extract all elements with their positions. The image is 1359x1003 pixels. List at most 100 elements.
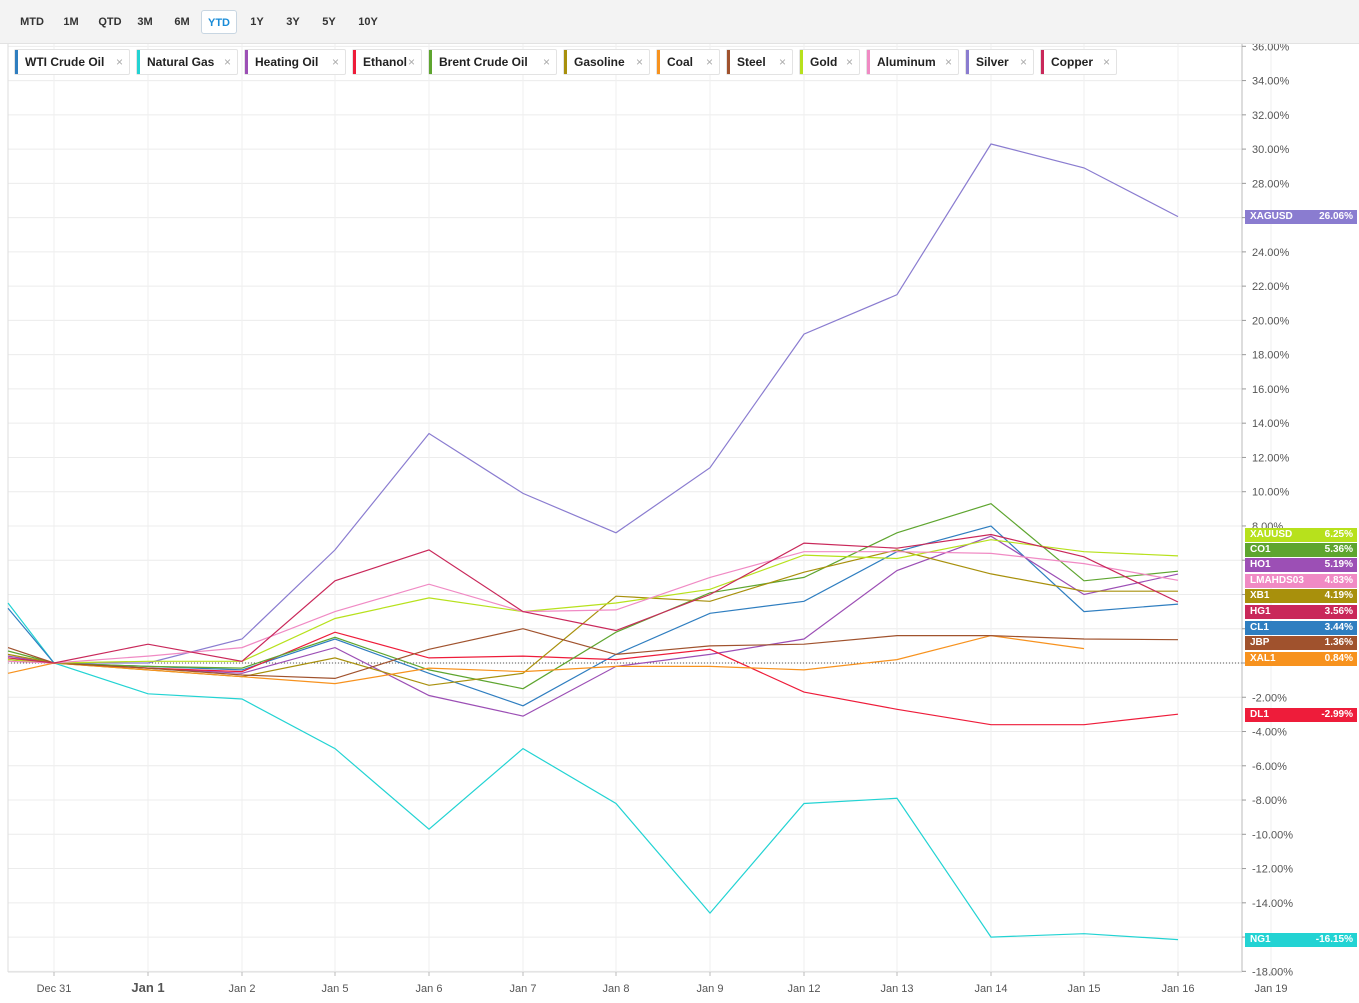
- series-line-natural-gas[interactable]: [7, 602, 1179, 941]
- end-tag-value: 3.56%: [1324, 606, 1353, 618]
- close-icon[interactable]: ×: [778, 55, 786, 69]
- end-tag-code: LMAHDS03: [1250, 574, 1304, 586]
- legend-chip-wti-crude-oil[interactable]: WTI Crude Oil ×: [14, 49, 130, 75]
- x-tick-label: Jan 2: [229, 983, 256, 995]
- range-button-6m[interactable]: 6M: [174, 16, 190, 28]
- x-tick-label: Jan 12: [787, 983, 820, 995]
- end-tag-co1: CO1 5.36%: [1245, 542, 1357, 557]
- legend-label: Ethanol: [363, 55, 407, 69]
- legend-chip-ethanol[interactable]: Ethanol ×: [352, 49, 422, 75]
- end-tag-code: DL1: [1250, 709, 1269, 721]
- end-tag-code: XAGUSD: [1250, 210, 1293, 222]
- end-tag-code: NG1: [1250, 933, 1271, 945]
- end-tag-xagusd: XAGUSD 26.06%: [1245, 209, 1357, 224]
- y-tick-label: 32.00%: [1252, 110, 1290, 122]
- end-tag-value: 5.36%: [1324, 543, 1353, 555]
- x-tick-label: Jan 19: [1254, 983, 1287, 995]
- close-icon[interactable]: ×: [223, 55, 231, 69]
- end-tag-value: 0.84%: [1324, 652, 1353, 664]
- close-icon[interactable]: ×: [1019, 55, 1027, 69]
- series-line-silver[interactable]: [7, 143, 1179, 664]
- legend-chip-heating-oil[interactable]: Heating Oil ×: [244, 49, 346, 75]
- legend: WTI Crude Oil × Natural Gas × Heating Oil × Et…: [14, 49, 1234, 75]
- legend-chip-steel[interactable]: Steel ×: [726, 49, 793, 75]
- series-line-coal[interactable]: [7, 634, 1085, 685]
- y-tick-label: 24.00%: [1252, 247, 1290, 259]
- legend-chip-copper[interactable]: Copper ×: [1040, 49, 1117, 75]
- legend-chip-coal[interactable]: Coal ×: [656, 49, 720, 75]
- line-chart[interactable]: 36.00%34.00%32.00%30.00%28.00%26.00%24.0…: [0, 44, 1359, 1003]
- range-button-qtd[interactable]: QTD: [98, 16, 122, 28]
- range-button-1m[interactable]: 1M: [63, 16, 79, 28]
- legend-chip-aluminum[interactable]: Aluminum ×: [866, 49, 959, 75]
- close-icon[interactable]: ×: [542, 55, 550, 69]
- legend-swatch: [564, 50, 567, 74]
- end-tag-value: 26.06%: [1319, 210, 1353, 222]
- range-button-5y[interactable]: 5Y: [322, 16, 336, 28]
- legend-swatch: [1041, 50, 1044, 74]
- series-line-brent-crude-oil[interactable]: [7, 503, 1179, 690]
- legend-label: Copper: [1051, 55, 1093, 69]
- legend-label: Aluminum: [877, 55, 936, 69]
- legend-chip-gold[interactable]: Gold ×: [799, 49, 860, 75]
- end-tag-value: 6.25%: [1324, 528, 1353, 540]
- end-tag-value: 1.36%: [1324, 637, 1353, 649]
- range-button-1y[interactable]: 1Y: [250, 16, 264, 28]
- close-icon[interactable]: ×: [407, 55, 415, 69]
- y-tick-label: 34.00%: [1252, 76, 1290, 88]
- legend-chip-silver[interactable]: Silver ×: [965, 49, 1034, 75]
- range-button-10y[interactable]: 10Y: [358, 16, 378, 28]
- end-tag-value: 3.44%: [1324, 621, 1353, 633]
- legend-chip-brent-crude-oil[interactable]: Brent Crude Oil ×: [428, 49, 557, 75]
- end-tag-code: JBP: [1250, 637, 1270, 649]
- legend-label: Brent Crude Oil: [439, 55, 528, 69]
- range-button-3m[interactable]: 3M: [137, 16, 153, 28]
- series-line-copper[interactable]: [7, 533, 1179, 664]
- end-tag-xal1: XAL1 0.84%: [1245, 651, 1357, 666]
- x-tick-label: Jan 8: [603, 983, 630, 995]
- legend-label: WTI Crude Oil: [25, 55, 105, 69]
- close-icon[interactable]: ×: [331, 55, 339, 69]
- series-line-aluminum[interactable]: [7, 551, 1179, 664]
- end-tag-value: 5.19%: [1324, 559, 1353, 571]
- end-tag-value: -2.99%: [1321, 709, 1353, 721]
- end-tag-hg1: HG1 3.56%: [1245, 605, 1357, 620]
- close-icon[interactable]: ×: [115, 55, 123, 69]
- legend-label: Natural Gas: [147, 55, 215, 69]
- x-tick-label: Jan 13: [880, 983, 913, 995]
- close-icon[interactable]: ×: [635, 55, 643, 69]
- legend-swatch: [800, 50, 803, 74]
- y-tick-label: 18.00%: [1252, 350, 1290, 362]
- y-tick-label: 16.00%: [1252, 384, 1290, 396]
- end-tag-xb1: XB1 4.19%: [1245, 589, 1357, 604]
- end-tag-jbp: JBP 1.36%: [1245, 636, 1357, 651]
- close-icon[interactable]: ×: [1102, 55, 1110, 69]
- x-tick-label: Jan 14: [974, 983, 1007, 995]
- y-tick-label: 14.00%: [1252, 418, 1290, 430]
- end-tag-dl1: DL1 -2.99%: [1245, 708, 1357, 723]
- x-tick-label: Dec 31: [37, 983, 72, 995]
- legend-label: Gold: [810, 55, 838, 69]
- range-button-ytd[interactable]: YTD: [201, 10, 237, 34]
- legend-label: Steel: [737, 55, 766, 69]
- x-tick-label: Jan 15: [1067, 983, 1100, 995]
- series-line-steel[interactable]: [7, 628, 1179, 680]
- legend-swatch: [15, 50, 18, 74]
- close-icon[interactable]: ×: [705, 55, 713, 69]
- series-line-gold[interactable]: [7, 539, 1179, 664]
- end-tag-value: 4.83%: [1324, 574, 1353, 586]
- range-button-3y[interactable]: 3Y: [286, 16, 300, 28]
- y-tick-label: -14.00%: [1252, 898, 1293, 910]
- end-tag-value: -16.15%: [1315, 933, 1353, 945]
- legend-chip-gasoline[interactable]: Gasoline ×: [563, 49, 650, 75]
- legend-chip-natural-gas[interactable]: Natural Gas ×: [136, 49, 238, 75]
- x-tick-label: Jan 6: [416, 983, 443, 995]
- legend-label: Gasoline: [574, 55, 625, 69]
- close-icon[interactable]: ×: [845, 55, 853, 69]
- legend-swatch: [429, 50, 432, 74]
- range-button-mtd[interactable]: MTD: [20, 16, 44, 28]
- close-icon[interactable]: ×: [944, 55, 952, 69]
- end-tag-value: 4.19%: [1324, 590, 1353, 602]
- x-tick-label: Jan 16: [1161, 983, 1194, 995]
- legend-swatch: [353, 50, 356, 74]
